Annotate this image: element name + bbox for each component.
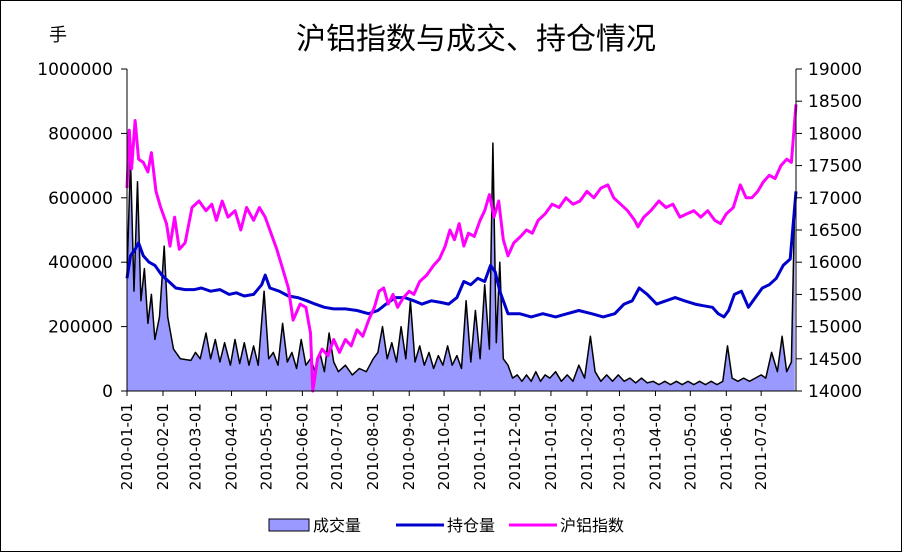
series-line-0 — [126, 142, 796, 386]
legend-label-2: 沪铝指数 — [560, 516, 624, 535]
x-axis-tick-label: 2011-06-01 — [717, 403, 735, 490]
x-axis-tick-label: 2011-04-01 — [646, 403, 664, 490]
left-axis-tick-label: 200000 — [48, 318, 113, 338]
volume-area-layer — [126, 142, 796, 391]
left-axis-tick-label: 0 — [102, 382, 113, 402]
right-axis-tick-label: 18000 — [808, 124, 862, 144]
legend-swatch-0 — [268, 518, 310, 532]
series-line-2 — [125, 104, 798, 393]
x-axis-tick-label: 2010-06-01 — [293, 403, 311, 490]
left-axis-tick-label: 1000000 — [37, 60, 113, 80]
x-axis-tick-label: 2011-01-01 — [542, 403, 560, 490]
left-axis-unit: 手 — [49, 25, 67, 46]
x-axis-tick-label: 2010-02-01 — [154, 403, 172, 490]
x-axis-tick-label: 2010-09-01 — [400, 403, 418, 490]
x-axis-tick-label: 2010-04-01 — [223, 403, 241, 490]
x-axis-tick-label: 2010-12-01 — [506, 403, 524, 490]
x-axis-tick-label: 2011-05-01 — [681, 403, 699, 490]
x-axis-tick-label: 2010-05-01 — [257, 403, 275, 490]
right-axis-tick-label: 15500 — [808, 285, 862, 305]
right-axis-tick-label: 14000 — [808, 382, 862, 402]
x-axis-tick-label: 2010-10-01 — [435, 403, 453, 490]
x-axis-tick-label: 2010-01-01 — [118, 403, 136, 490]
right-axis-tick-label: 17500 — [808, 157, 862, 177]
left-axis-tick-label: 600000 — [48, 189, 113, 209]
right-axis-tick-label: 16000 — [808, 253, 862, 273]
legend: 成交量 持仓量 沪铝指数 — [268, 516, 624, 535]
axis-layer: 0 200000 400000 600000 800000 1000000 14000 145… — [37, 60, 862, 490]
right-axis-tick-label: 18500 — [808, 92, 862, 112]
legend-label-0: 成交量 — [313, 516, 361, 535]
series-line-1 — [125, 191, 798, 319]
x-axis-tick-label: 2010-07-01 — [328, 403, 346, 490]
right-axis-tick-label: 16500 — [808, 221, 862, 241]
legend-label-1: 持仓量 — [447, 516, 495, 535]
chart-title: 沪铝指数与成交、持仓情况 — [296, 22, 656, 57]
right-axis-tick-label: 19000 — [808, 60, 862, 80]
x-axis-tick-label: 2010-08-01 — [364, 403, 382, 490]
x-axis-tick-label: 2010-03-01 — [187, 403, 205, 490]
x-axis-tick-label: 2011-07-01 — [752, 403, 770, 490]
line-layer — [125, 104, 798, 393]
right-axis-tick-label: 14500 — [808, 350, 862, 370]
left-axis-tick-label: 400000 — [48, 253, 113, 273]
x-axis-tick-label: 2010-11-01 — [471, 403, 489, 490]
left-axis-tick-label: 800000 — [48, 124, 113, 144]
right-axis-tick-label: 17000 — [808, 189, 862, 209]
right-axis-tick-label: 15000 — [808, 318, 862, 338]
series-area-0 — [127, 143, 795, 391]
x-axis-tick-label: 2011-02-01 — [578, 403, 596, 490]
x-axis-tick-label: 2011-03-01 — [610, 403, 628, 490]
